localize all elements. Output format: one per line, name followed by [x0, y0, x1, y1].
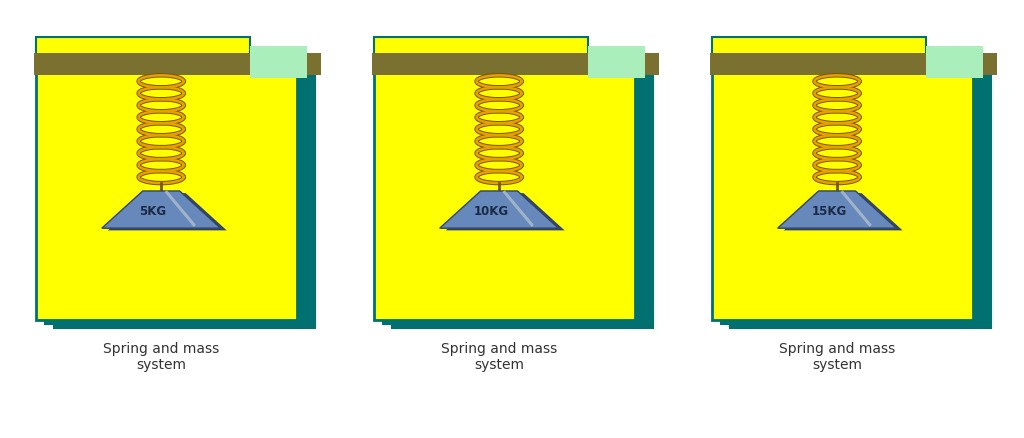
Text: Spring and mass
system: Spring and mass system	[103, 342, 219, 372]
Polygon shape	[439, 191, 558, 228]
FancyBboxPatch shape	[710, 53, 997, 75]
Polygon shape	[445, 193, 564, 230]
FancyBboxPatch shape	[712, 37, 926, 57]
FancyBboxPatch shape	[34, 53, 322, 75]
Polygon shape	[108, 193, 226, 230]
FancyBboxPatch shape	[250, 46, 307, 78]
FancyBboxPatch shape	[926, 46, 983, 78]
FancyBboxPatch shape	[730, 65, 991, 328]
FancyBboxPatch shape	[721, 61, 982, 324]
FancyBboxPatch shape	[712, 57, 973, 320]
FancyBboxPatch shape	[372, 53, 659, 75]
FancyBboxPatch shape	[374, 37, 588, 57]
Polygon shape	[777, 191, 896, 228]
FancyBboxPatch shape	[45, 61, 306, 324]
FancyBboxPatch shape	[54, 65, 315, 328]
FancyBboxPatch shape	[588, 46, 645, 78]
FancyBboxPatch shape	[36, 57, 297, 320]
Text: 5KG: 5KG	[139, 205, 167, 218]
FancyBboxPatch shape	[383, 61, 644, 324]
FancyBboxPatch shape	[392, 65, 653, 328]
Text: 10KG: 10KG	[473, 205, 509, 218]
Polygon shape	[783, 193, 902, 230]
Text: 15KG: 15KG	[811, 205, 847, 218]
FancyBboxPatch shape	[374, 57, 635, 320]
Text: Spring and mass
system: Spring and mass system	[779, 342, 895, 372]
Polygon shape	[101, 191, 220, 228]
Text: Spring and mass
system: Spring and mass system	[441, 342, 557, 372]
FancyBboxPatch shape	[36, 37, 250, 57]
